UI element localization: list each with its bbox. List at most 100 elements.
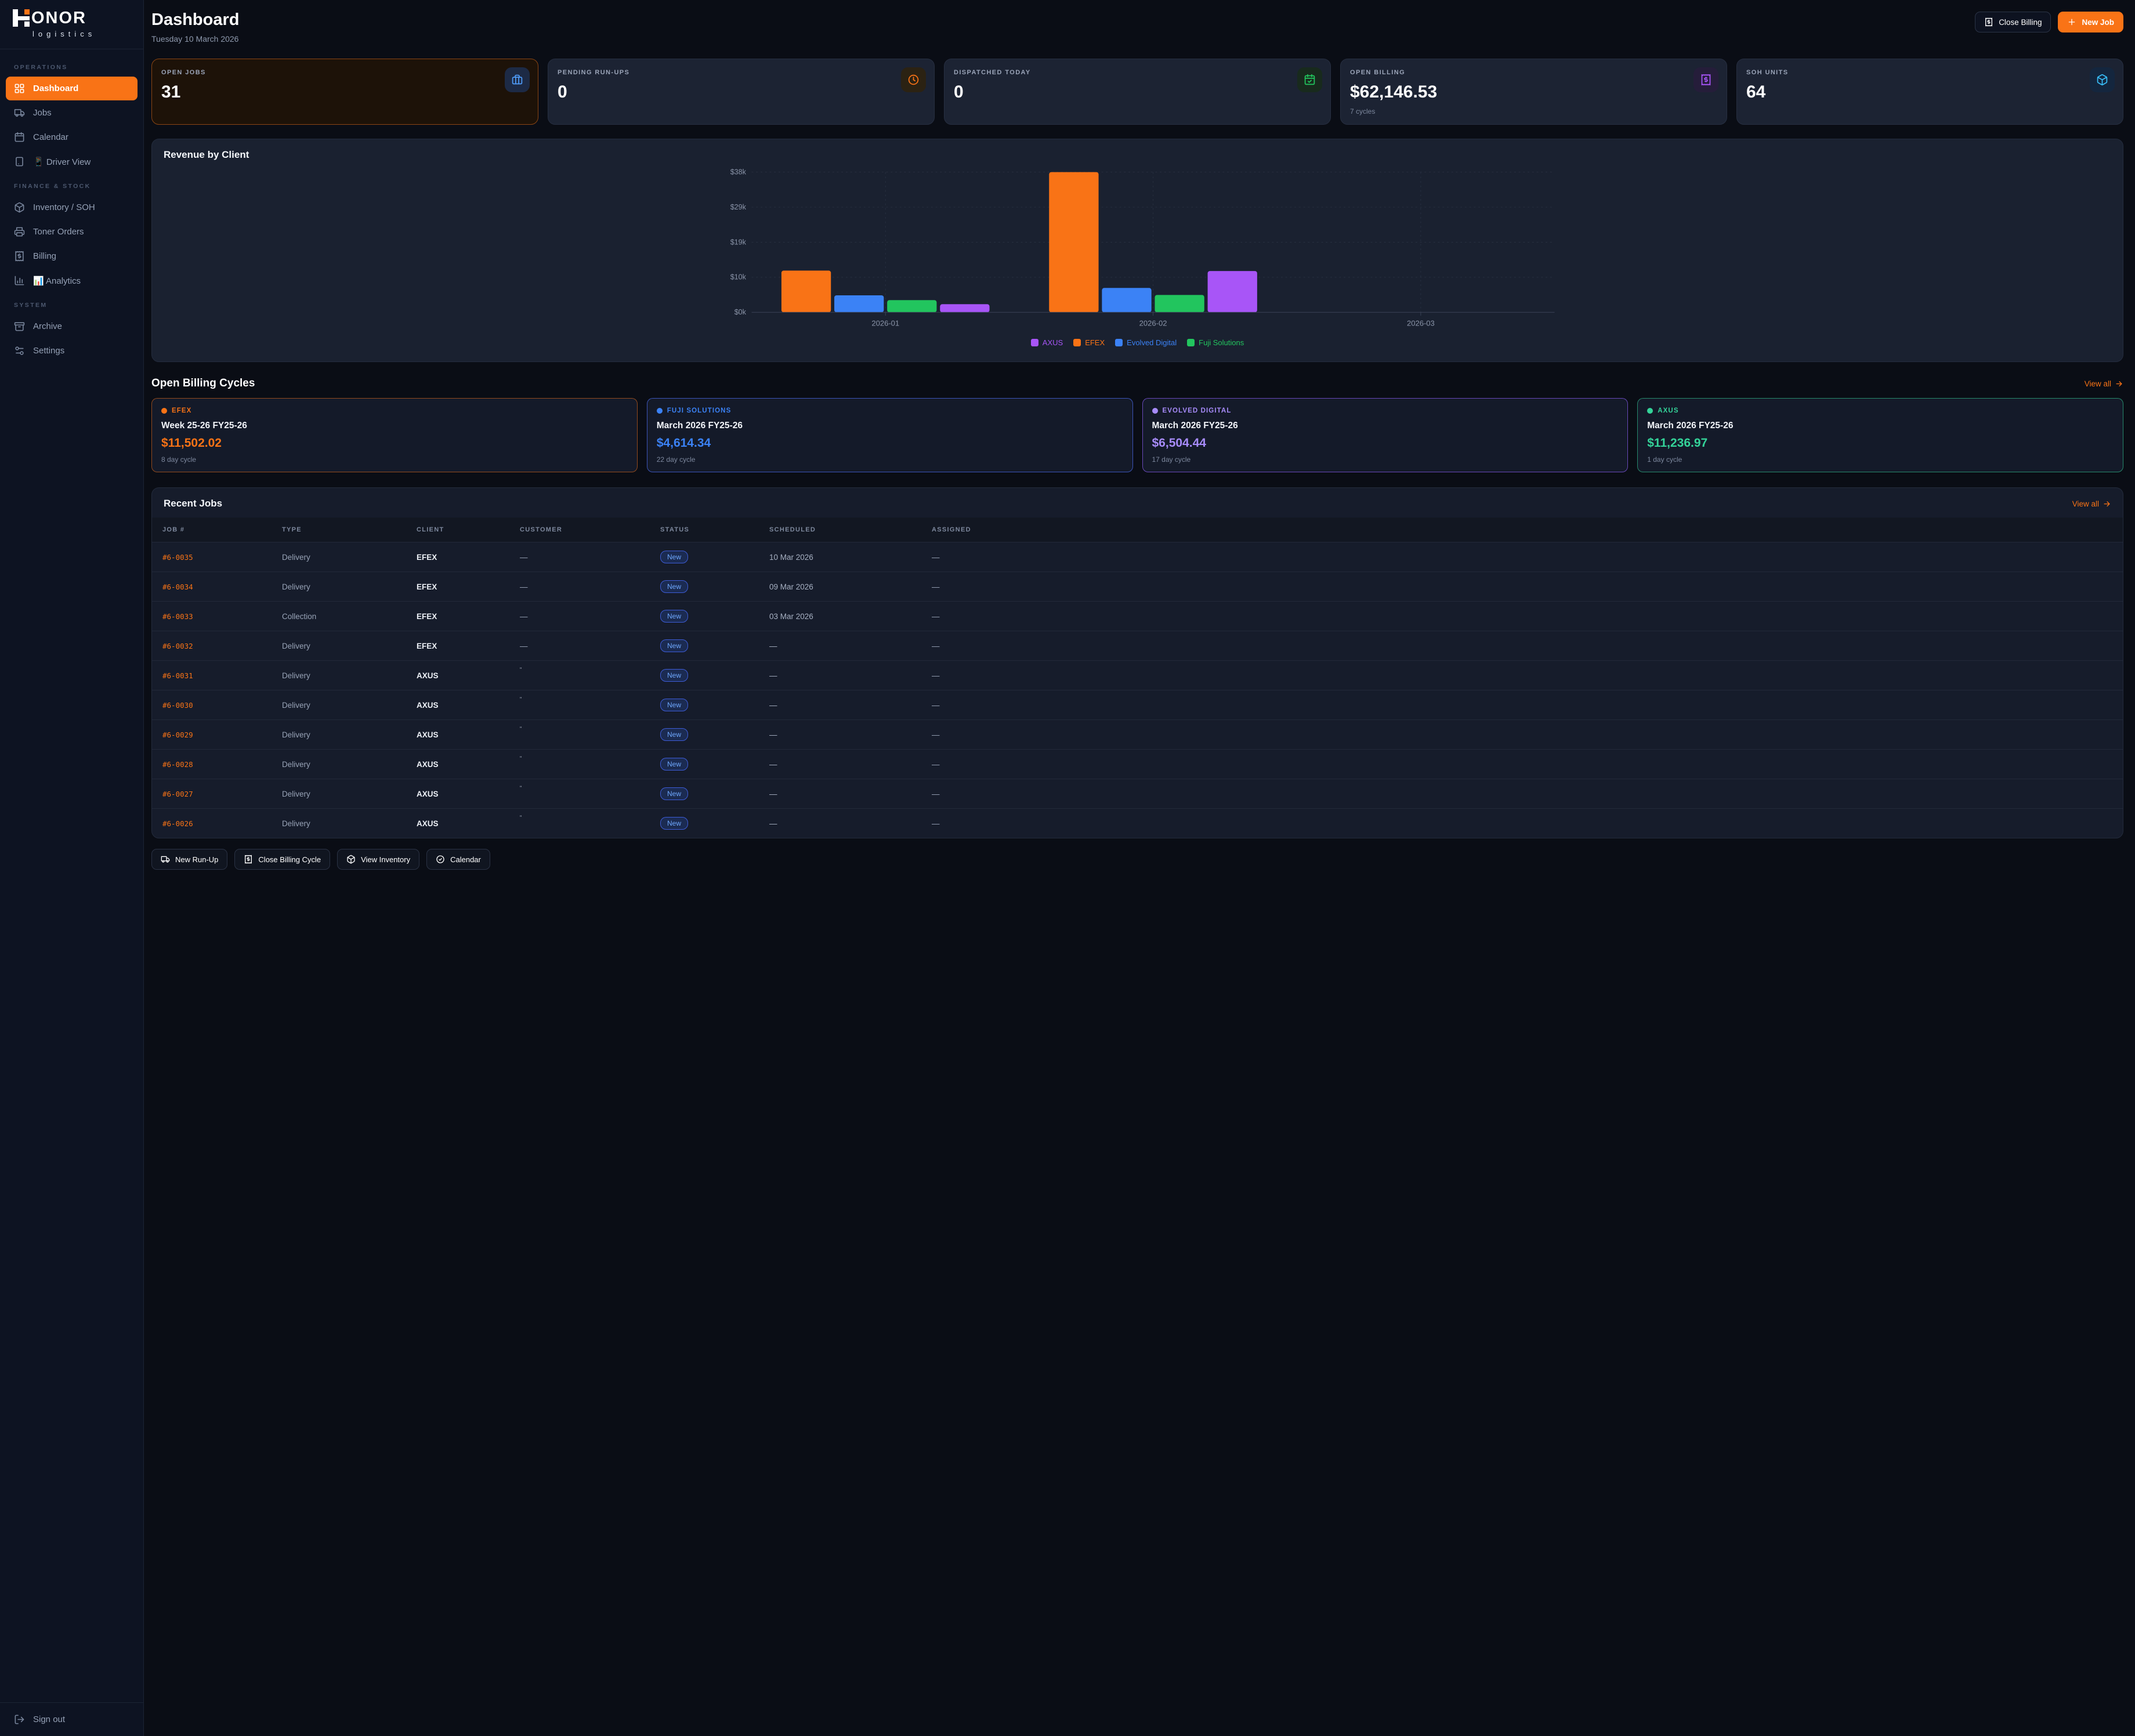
- jobs-view-all-link[interactable]: View all: [2072, 500, 2111, 508]
- job-type: Delivery: [277, 779, 412, 809]
- sidebar-item-settings[interactable]: Settings: [6, 339, 137, 363]
- new-run-up-button[interactable]: New Run-Up: [151, 849, 228, 870]
- stat-card-open-jobs[interactable]: OPEN JOBS 31: [151, 59, 538, 125]
- stat-label: OPEN JOBS: [161, 69, 206, 76]
- billing-cycle-card-evolved-digital[interactable]: EVOLVED DIGITAL March 2026 FY25-26 $6,50…: [1142, 398, 1629, 472]
- sidebar-item-archive[interactable]: Archive: [6, 314, 137, 338]
- svg-text:$0k: $0k: [734, 308, 747, 316]
- table-row[interactable]: #6-0032 Delivery EFEX — New — —: [152, 631, 2123, 661]
- table-row[interactable]: #6-0034 Delivery EFEX — New 09 Mar 2026—: [152, 572, 2123, 602]
- sidebar-item-billing[interactable]: Billing: [6, 244, 137, 268]
- sidebar-item-analytics[interactable]: 📊 Analytics: [6, 269, 137, 292]
- job-number: #6-0033: [152, 601, 277, 631]
- job-assigned: —: [927, 572, 2123, 602]
- sidebar-item-label: Toner Orders: [33, 227, 84, 237]
- table-row[interactable]: #6-0029 Delivery AXUS " New — —: [152, 719, 2123, 750]
- column-header-customer: CUSTOMER: [520, 526, 563, 533]
- close-billing-button[interactable]: Close Billing: [1975, 12, 2051, 32]
- job-customer: ": [515, 808, 656, 838]
- stat-icon-tile: [1297, 67, 1322, 92]
- table-row[interactable]: #6-0030 Delivery AXUS " New — —: [152, 690, 2123, 720]
- job-customer: ": [515, 660, 656, 690]
- calendar-check-icon: [1304, 74, 1315, 85]
- stat-card-dispatched-today[interactable]: DISPATCHED TODAY 0: [944, 59, 1331, 125]
- table-body: #6-0035 Delivery EFEX — New 10 Mar 2026— #6-00…: [152, 542, 2123, 838]
- sidebar-item-jobs[interactable]: Jobs: [6, 101, 137, 125]
- table-row[interactable]: #6-0035 Delivery EFEX — New 10 Mar 2026—: [152, 542, 2123, 572]
- svg-text:2026-02: 2026-02: [1139, 319, 1167, 327]
- billing-cycle-card-efex[interactable]: EFEX Week 25-26 FY25-26 $11,502.02 8 day…: [151, 398, 638, 472]
- stat-card-pending-run-ups[interactable]: PENDING RUN-UPS 0: [548, 59, 935, 125]
- sidebar-item-dashboard[interactable]: Dashboard: [6, 77, 137, 100]
- table-row[interactable]: #6-0026 Delivery AXUS " New — —: [152, 808, 2123, 838]
- archive-icon: [14, 322, 25, 331]
- job-scheduled: —: [765, 779, 927, 809]
- status-badge: New: [660, 669, 689, 682]
- quick-actions-row: New Run-Up Close Billing Cycle View Invent…: [151, 849, 2123, 870]
- stat-value: 0: [954, 82, 964, 102]
- stat-card-open-billing[interactable]: OPEN BILLING $62,146.53 7 cycles: [1340, 59, 1727, 125]
- arrow-right-icon: [2116, 381, 2122, 386]
- sidebar-item-label: 📱 Driver View: [33, 157, 91, 167]
- sidebar-nav: OPERATIONS Dashboard Jobs Calendar 📱 Driver …: [0, 49, 143, 1702]
- calendar-button[interactable]: Calendar: [426, 849, 490, 870]
- svg-text:$29k: $29k: [730, 203, 747, 211]
- stat-label: OPEN BILLING: [1350, 69, 1406, 76]
- svg-text:$10k: $10k: [730, 273, 747, 281]
- job-client: AXUS: [412, 779, 515, 809]
- job-client: AXUS: [412, 660, 515, 690]
- sidebar-item-toner-orders[interactable]: Toner Orders: [6, 220, 137, 244]
- job-assigned: —: [927, 749, 2123, 779]
- jobs-view-all-label: View all: [2072, 499, 2099, 508]
- table-row[interactable]: #6-0031 Delivery AXUS " New — —: [152, 660, 2123, 690]
- job-type: Delivery: [277, 749, 412, 779]
- view-inventory-button[interactable]: View Inventory: [337, 849, 420, 870]
- billing-cycle-length: 1 day cycle: [1647, 455, 1682, 464]
- stats-row: OPEN JOBS 31 PENDING RUN-UPS 0 DISPATCHE…: [151, 59, 2123, 125]
- table-header-row: JOB # TYPE CLIENT CUSTOMER STATUS SCHEDULED AS…: [152, 518, 2123, 542]
- stat-card-soh-units[interactable]: SOH UNITS 64: [1736, 59, 2123, 125]
- job-status: New: [656, 631, 765, 661]
- settings-icon: [15, 346, 24, 355]
- sidebar-item-driver-view[interactable]: 📱 Driver View: [6, 150, 137, 173]
- job-number: #6-0032: [152, 631, 277, 661]
- receipt-icon: [1985, 17, 1993, 27]
- status-badge: New: [660, 728, 689, 741]
- stat-icon-tile: [505, 67, 530, 92]
- job-assigned: —: [927, 660, 2123, 690]
- circle-check-icon: [436, 855, 444, 863]
- billing-client: EFEX: [172, 407, 192, 414]
- billing-view-all-link[interactable]: View all: [2085, 379, 2123, 388]
- sign-out-button[interactable]: Sign out: [0, 1702, 143, 1736]
- job-number: #6-0030: [152, 690, 277, 720]
- brand-logo: ONOR logistics: [0, 0, 143, 49]
- sidebar-item-calendar[interactable]: Calendar: [6, 125, 137, 149]
- status-badge: New: [660, 610, 689, 623]
- stat-value: $62,146.53: [1350, 82, 1438, 102]
- job-number: #6-0028: [152, 749, 277, 779]
- receipt-icon: [15, 251, 24, 262]
- status-badge: New: [660, 580, 689, 593]
- sidebar: ONOR logistics OPERATIONS Dashboard Jobs Ca…: [0, 0, 144, 1736]
- job-customer: —: [515, 601, 656, 631]
- billing-cycle-card-axus[interactable]: AXUS March 2026 FY25-26 $11,236.97 1 day…: [1637, 398, 2123, 472]
- new-job-button[interactable]: New Job: [2058, 12, 2123, 32]
- job-number: #6-0034: [152, 572, 277, 602]
- job-client: EFEX: [412, 542, 515, 572]
- table-row[interactable]: #6-0027 Delivery AXUS " New — —: [152, 779, 2123, 809]
- recent-jobs-heading: Recent Jobs: [164, 498, 223, 509]
- billing-cycle-card-fuji-solutions[interactable]: FUJI SOLUTIONS March 2026 FY25-26 $4,614…: [646, 398, 1133, 472]
- plus-icon: [2069, 19, 2075, 26]
- legend-label: EFEX: [1085, 338, 1105, 347]
- job-client: AXUS: [412, 719, 515, 750]
- svg-text:2026-03: 2026-03: [1407, 319, 1435, 327]
- job-assigned: —: [927, 601, 2123, 631]
- arrow-right-icon: [2104, 501, 2110, 507]
- table-row[interactable]: #6-0033 Collection EFEX — New 03 Mar 2026—: [152, 601, 2123, 631]
- stat-label: SOH UNITS: [1746, 69, 1789, 76]
- sidebar-item-inventory-soh[interactable]: Inventory / SOH: [6, 196, 137, 219]
- table-row[interactable]: #6-0028 Delivery AXUS " New — —: [152, 749, 2123, 779]
- close-billing-cycle-button[interactable]: Close Billing Cycle: [234, 849, 331, 870]
- legend-swatch-icon: [1115, 339, 1123, 346]
- client-dot-icon: [1152, 408, 1158, 414]
